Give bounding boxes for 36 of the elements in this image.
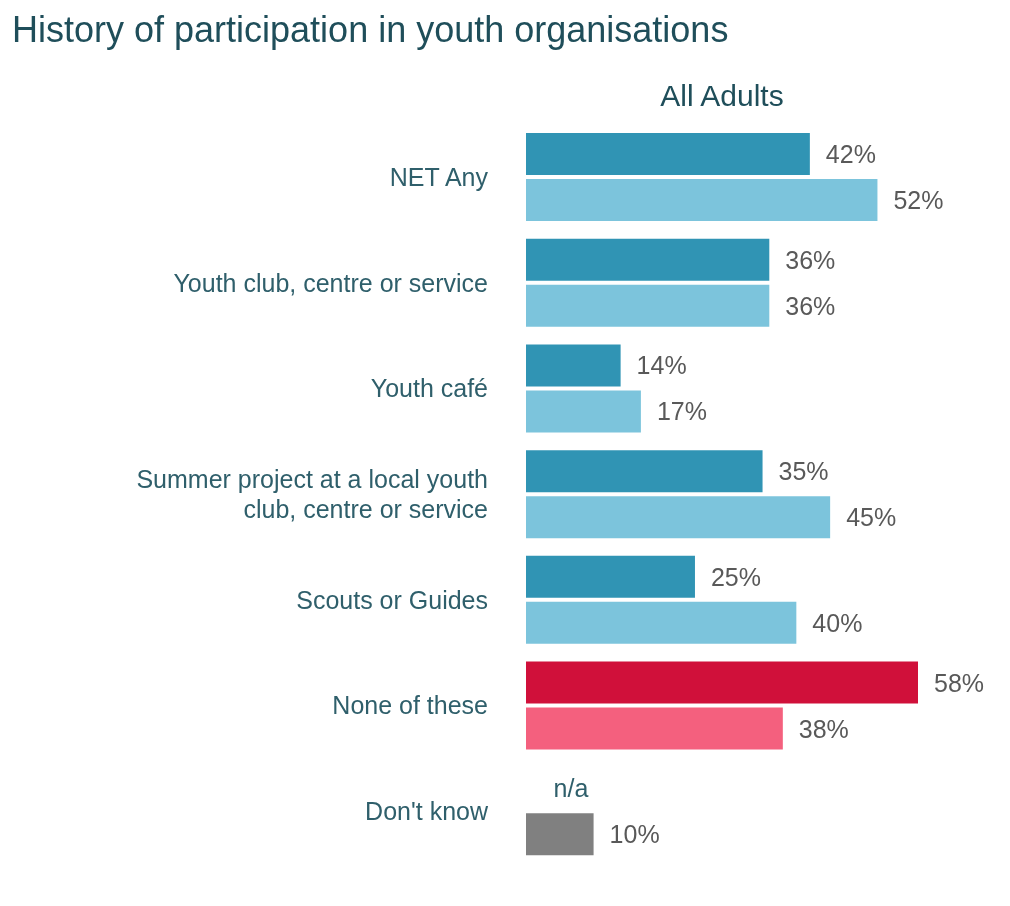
bar <box>526 813 594 856</box>
y-tick-label: Summer project at a local youth club, centre or service <box>136 465 488 523</box>
data-label: 14% <box>636 351 687 380</box>
y-tick-label: Youth club, centre or service <box>173 268 488 297</box>
data-label: 58% <box>934 668 985 697</box>
y-tick-label: Don't know <box>365 797 489 826</box>
bar <box>526 496 831 539</box>
data-label: 36% <box>785 245 836 274</box>
data-label: 17% <box>656 397 707 426</box>
bar <box>526 133 810 175</box>
data-label: 38% <box>798 714 849 743</box>
bar <box>526 555 695 598</box>
data-label: 36% <box>785 291 836 320</box>
chart-subtitle: All Adults <box>659 78 785 114</box>
bar <box>526 284 770 327</box>
y-tick-label: NET Any <box>389 162 489 191</box>
data-label: 42% <box>825 140 876 168</box>
y-tick-label: Youth café <box>370 374 488 403</box>
y-tick-label: None of these <box>332 691 488 720</box>
text: n/a <box>553 774 589 803</box>
data-label: 52% <box>893 186 944 214</box>
bar <box>526 390 641 433</box>
bar <box>526 344 621 387</box>
y-tick-label: Scouts or Guides <box>296 585 488 614</box>
chart-title: History of participation in youth organisations <box>11 8 730 52</box>
data-label: 45% <box>846 503 897 532</box>
data-label: 25% <box>710 562 762 591</box>
bar <box>526 179 878 221</box>
bar <box>526 661 918 704</box>
bar <box>526 601 797 644</box>
bar <box>526 707 783 750</box>
data-label: 10% <box>609 820 660 849</box>
data-label: 40% <box>812 608 863 637</box>
bar <box>526 238 770 281</box>
data-label: 35% <box>778 457 829 486</box>
bar <box>526 450 763 493</box>
